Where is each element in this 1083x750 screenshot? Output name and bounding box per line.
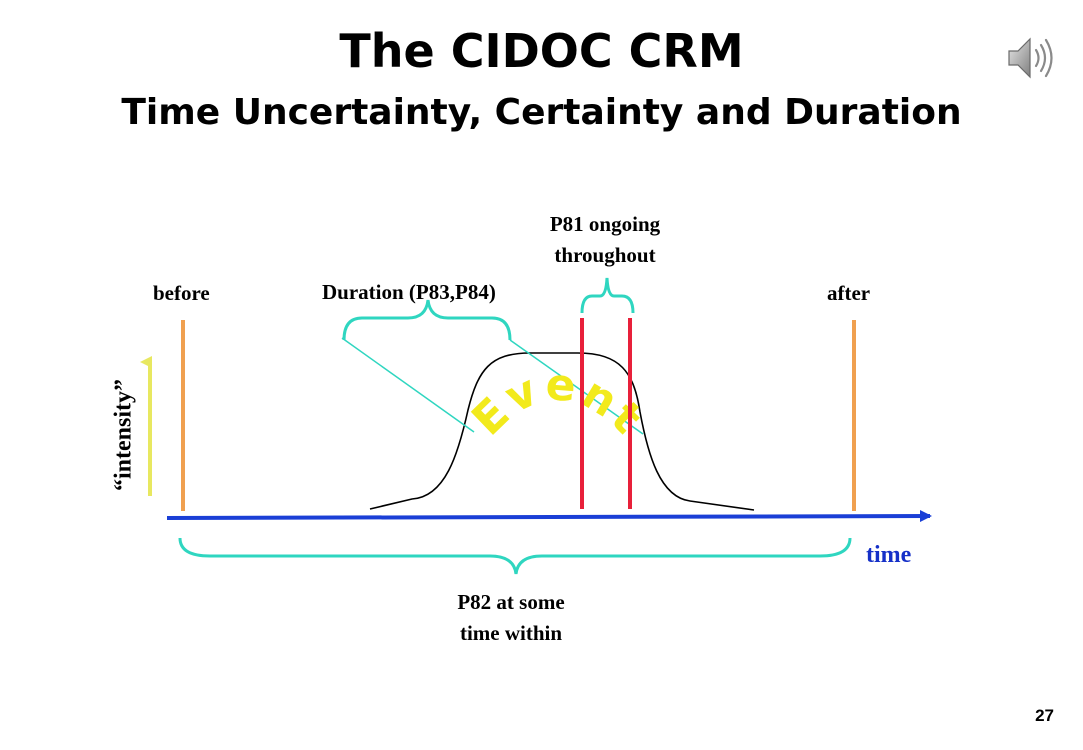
intensity-label: “intensity”: [110, 378, 137, 492]
p82-label-line2: time within: [459, 621, 563, 645]
duration-guide-right: [509, 339, 644, 435]
p82-label-line1: P82 at some: [457, 590, 565, 614]
after-label: after: [827, 281, 871, 305]
p81-label-line2: throughout: [554, 243, 656, 267]
p82-label: P82 at some time within: [436, 587, 586, 649]
duration-brace: [342, 299, 512, 341]
slide-subtitle: Time Uncertainty, Certainty and Duration: [121, 92, 962, 133]
duration-guide-left: [341, 337, 475, 433]
p81-brace: [580, 277, 635, 314]
duration-label: Duration (P83,P84): [322, 280, 496, 304]
p82-brace: [178, 537, 852, 575]
time-label: time: [866, 542, 912, 568]
page-number: 27: [1035, 706, 1054, 725]
p81-label-line1: P81 ongoing: [549, 212, 661, 236]
slide-title: The CIDOC CRM: [339, 24, 744, 78]
before-label: before: [153, 281, 210, 305]
time-axis: [166, 510, 932, 523]
p81-label: P81 ongoing throughout: [530, 209, 680, 271]
speaker-icon[interactable]: [1006, 32, 1058, 84]
event-curve: [369, 352, 755, 511]
